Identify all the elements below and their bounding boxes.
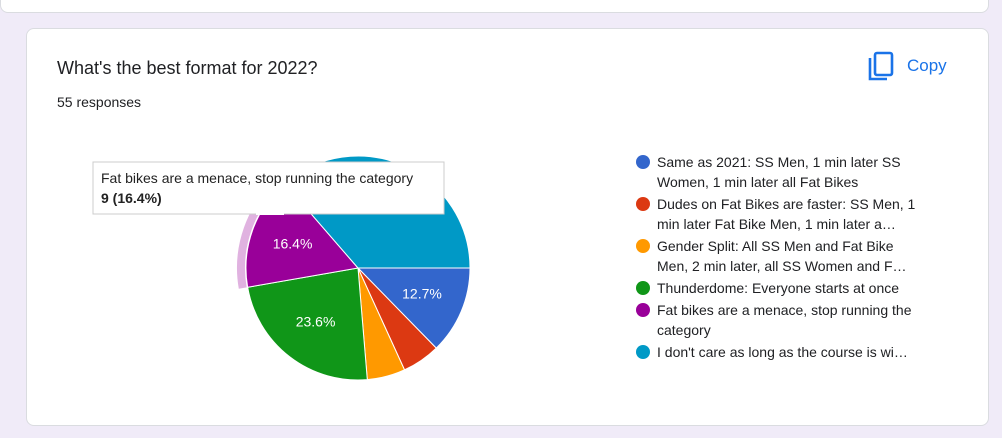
legend-dot [636, 197, 650, 211]
legend-item: Dudes on Fat Bikes are faster: SS Men, 1… [636, 194, 928, 234]
slice-label: 16.4% [273, 235, 313, 251]
legend: Same as 2021: SS Men, 1 min later SS Wom… [636, 152, 928, 364]
pie-slice [356, 267, 471, 349]
legend-label: Same as 2021: SS Men, 1 min later SS Wom… [657, 154, 901, 190]
tooltip-title: Fat bikes are a menace, stop running the… [101, 170, 413, 186]
legend-label: I don't care as long as the course is wi… [657, 344, 908, 360]
legend-dot [636, 303, 650, 317]
legend-label: Dudes on Fat Bikes are faster: SS Men, 1… [657, 196, 916, 232]
legend-item: Fat bikes are a menace, stop running the… [636, 300, 928, 340]
previous-card [0, 0, 989, 13]
legend-item: Same as 2021: SS Men, 1 min later SS Wom… [636, 152, 928, 192]
legend-item: Thunderdome: Everyone starts at once [636, 278, 928, 298]
legend-item: Gender Split: All SS Men and Fat Bike Me… [636, 236, 928, 276]
copy-icon [868, 51, 894, 81]
legend-dot [636, 281, 650, 295]
slice-label: 12.7% [402, 286, 442, 302]
legend-label: Gender Split: All SS Men and Fat Bike Me… [657, 238, 907, 274]
legend-dot [636, 345, 650, 359]
legend-dot [636, 155, 650, 169]
legend-dot [636, 239, 650, 253]
legend-label: Fat bikes are a menace, stop running the… [657, 302, 912, 338]
pie-slice [247, 267, 368, 381]
response-count: 55 responses [57, 94, 142, 110]
copy-label: Copy [907, 56, 947, 75]
question-title: What's the best format for 2022? [57, 58, 318, 78]
pie-chart: 12.7% 23.6% 16.4% Fat bikes are a menace, s… [92, 155, 471, 381]
tooltip-box [92, 161, 445, 215]
question-card [26, 28, 989, 426]
legend-label: Thunderdome: Everyone starts at once [657, 280, 900, 296]
tooltip-value: 9 (16.4%) [101, 190, 162, 206]
legend-item: I don't care as long as the course is wi… [636, 342, 928, 362]
slice-label: 23.6% [296, 314, 336, 330]
tooltip-mask [256, 212, 284, 215]
